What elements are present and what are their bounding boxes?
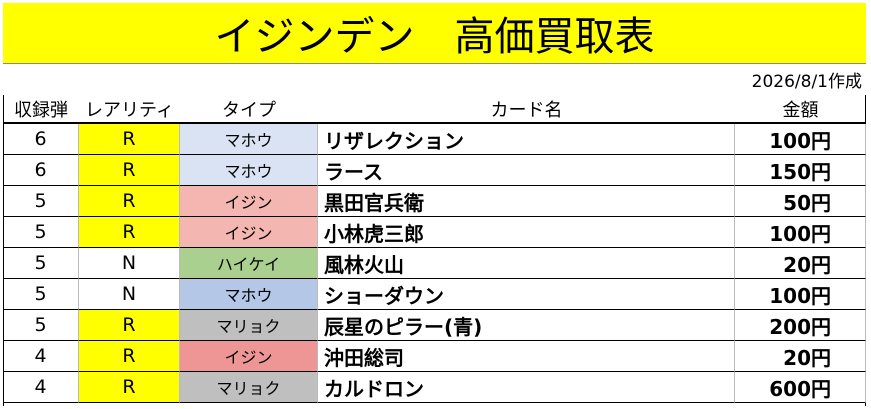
- type: マリョク: [180, 372, 318, 403]
- volume: 5: [3, 186, 79, 217]
- price: 150円: [735, 155, 866, 186]
- rarity: R: [79, 155, 180, 186]
- price: 100円: [735, 279, 866, 310]
- rarity: R: [79, 124, 180, 155]
- rarity: R: [79, 310, 180, 341]
- rarity: R: [79, 186, 180, 217]
- volume: 5: [3, 279, 79, 310]
- column-header: 収録弾: [3, 95, 79, 124]
- volume: 5: [3, 217, 79, 248]
- type: マホウ: [180, 279, 318, 310]
- rarity: R: [79, 372, 180, 403]
- price: 50円: [735, 186, 866, 217]
- volume: 4: [3, 341, 79, 372]
- price: 20円: [735, 341, 866, 372]
- volume: 6: [3, 155, 79, 186]
- volume: 6: [3, 124, 79, 155]
- rarity: N: [79, 248, 180, 279]
- card-name: リザレクション: [318, 124, 735, 155]
- card-name: ショーダウン: [318, 279, 735, 310]
- card-name: 風林火山: [318, 248, 735, 279]
- column-header: タイプ: [180, 95, 318, 124]
- price: 200円: [735, 310, 866, 341]
- column-header: カード名: [318, 95, 735, 124]
- card-name: 小林虎三郎: [318, 217, 735, 248]
- card-name: カルドロン: [318, 372, 735, 403]
- type: マホウ: [180, 155, 318, 186]
- volume: 5: [3, 248, 79, 279]
- price: 600円: [735, 372, 866, 403]
- volume: 4: [3, 372, 79, 403]
- card-name: 沖田総司: [318, 341, 735, 372]
- type: ハイケイ: [180, 248, 318, 279]
- type: イジン: [180, 186, 318, 217]
- type: マホウ: [180, 124, 318, 155]
- rarity: R: [79, 341, 180, 372]
- column-header: レアリティ: [79, 95, 180, 124]
- rarity: R: [79, 217, 180, 248]
- date: 2026/8/1作成: [751, 72, 862, 92]
- column-header: 金額: [735, 95, 866, 124]
- rarity: N: [79, 279, 180, 310]
- price: 20円: [735, 248, 866, 279]
- price: 100円: [735, 217, 866, 248]
- title: イジンデン 高価買取表: [3, 3, 866, 64]
- card-name: 黒田官兵衛: [318, 186, 735, 217]
- type: イジン: [180, 341, 318, 372]
- price: 100円: [735, 124, 866, 155]
- card-name: ラース: [318, 155, 735, 186]
- type: イジン: [180, 217, 318, 248]
- type: マリョク: [180, 310, 318, 341]
- card-name: 辰星のピラー(青): [318, 310, 735, 341]
- volume: 5: [3, 310, 79, 341]
